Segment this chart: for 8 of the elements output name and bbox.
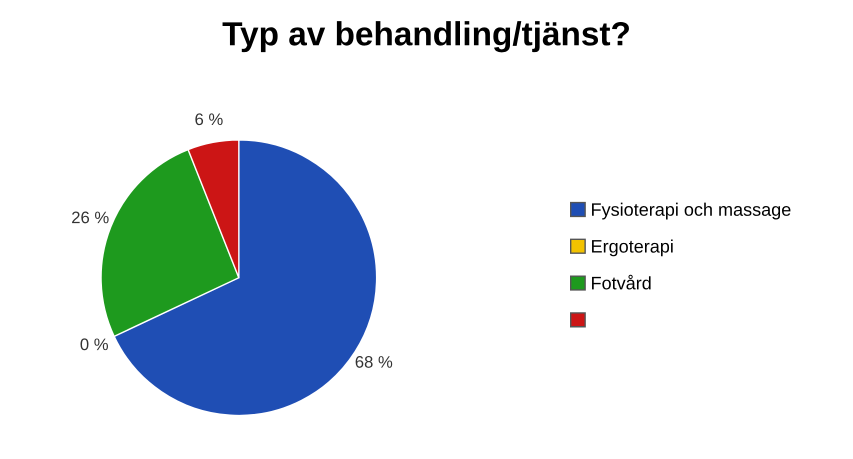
data-label: 68 %	[356, 356, 392, 368]
legend-label: Fotvård	[592, 274, 651, 290]
data-label: 6 %	[195, 113, 223, 126]
legend-label: Ergoterapi	[592, 239, 673, 256]
legend-label: Fysioterapi och massage	[592, 202, 790, 220]
chart-title: Typ av behandling/tjänst?	[222, 21, 629, 52]
text: 0 %	[80, 338, 108, 350]
data-label: 26 %	[72, 212, 109, 224]
